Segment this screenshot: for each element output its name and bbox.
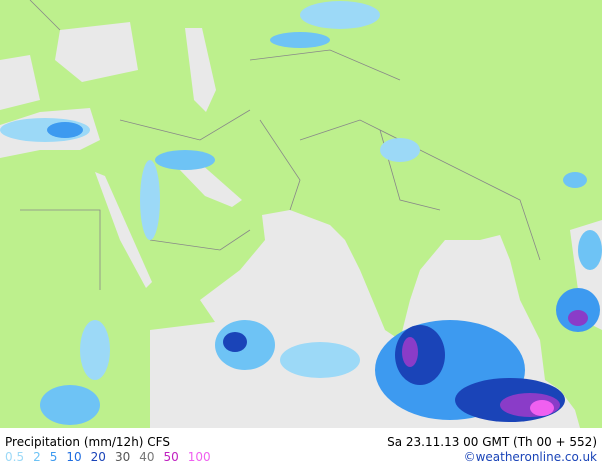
legend-value: 40 (139, 450, 154, 464)
legend-value: 30 (115, 450, 130, 464)
map (0, 0, 602, 428)
legend-value: 0.5 (5, 450, 24, 464)
legend-value: 100 (188, 450, 211, 464)
legend-value: 10 (66, 450, 81, 464)
legend-value: 20 (91, 450, 106, 464)
legend-value: 50 (164, 450, 179, 464)
map-title: Precipitation (mm/12h) CFS (5, 435, 170, 449)
map-date: Sa 23.11.13 00 GMT (Th 00 + 552) (387, 435, 597, 449)
credit: ©weatheronline.co.uk (464, 450, 597, 464)
legend: 0.5 2 5 10 20 30 40 50 100 (5, 450, 211, 464)
legend-value: 5 (50, 450, 58, 464)
legend-value: 2 (33, 450, 41, 464)
precipitation (0, 1, 602, 425)
borders (20, 0, 541, 290)
